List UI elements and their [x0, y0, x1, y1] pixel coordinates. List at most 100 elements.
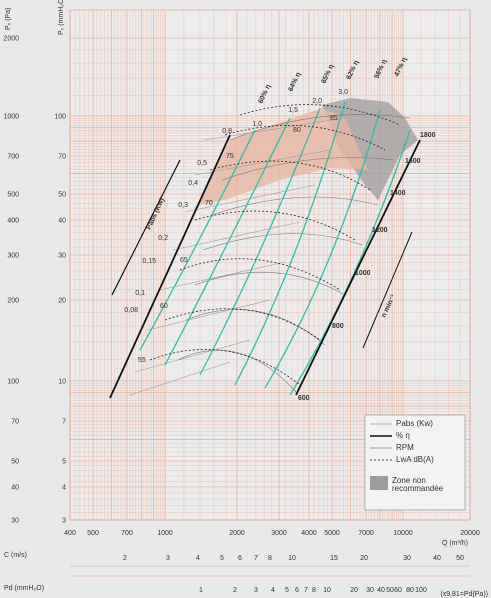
- y-tick-label-mm: 50: [58, 192, 66, 199]
- x-tick-label: 4000: [301, 530, 317, 537]
- pd-tick-label: 1: [199, 587, 203, 594]
- power-value-label: 0,1: [135, 290, 145, 297]
- legend-item-label: % η: [396, 431, 410, 440]
- rpm-curve-3: [202, 233, 363, 251]
- x-tick-label: 1000: [157, 530, 173, 537]
- sound-label: 60: [160, 303, 168, 310]
- y-tick-label-pa: 2000: [3, 36, 19, 43]
- y-tick-label-pa: 300: [7, 253, 19, 260]
- sound-curve-6: [239, 104, 401, 126]
- pd-tick-label: 7: [304, 587, 308, 594]
- rpm-curve-4: [211, 196, 379, 216]
- sound-label: 85: [330, 115, 338, 122]
- rpm-label: 1400: [390, 190, 406, 197]
- pd-tick-label: 30: [366, 587, 374, 594]
- y-tick-label-pa: 200: [7, 298, 19, 305]
- sound-curve-4: [209, 160, 371, 191]
- power-value-label: 1,5: [288, 107, 298, 114]
- power-value-label: 0,15: [142, 258, 156, 265]
- y-tick-label-pa: 100: [7, 379, 19, 386]
- y-tick-label-pa: 1000: [3, 114, 19, 121]
- y-tick-label-pa: 70: [11, 419, 19, 426]
- rpm-curve-0: [177, 349, 297, 393]
- c-tick-label: 3: [166, 555, 170, 562]
- x-tick-label: 7000: [358, 530, 374, 537]
- x-tick-label: 400: [64, 530, 76, 537]
- rpm-curve-1: [185, 309, 326, 346]
- c-axis-label: C (m/s): [4, 552, 27, 559]
- high-noise-area: [198, 108, 368, 205]
- pd-tick-label: 40: [377, 587, 385, 594]
- y-tick-label-pa: 40: [11, 485, 19, 492]
- pd-tick-label: 10: [323, 587, 331, 594]
- pd-tick-label: 60: [394, 587, 402, 594]
- pd-tick-label: 6: [295, 587, 299, 594]
- efficiency-curve-1: [164, 117, 291, 366]
- efficiency-curve-3: [234, 101, 346, 386]
- pd-tick-label: 50: [386, 587, 394, 594]
- pd-tick-label: 4: [271, 587, 275, 594]
- sound-curve-2: [179, 258, 341, 291]
- pd-tick-label: 5: [285, 587, 289, 594]
- sound-label: 65: [180, 257, 188, 264]
- c-tick-label: 30: [403, 555, 411, 562]
- c-tick-label: 20: [360, 555, 368, 562]
- power-line-3: [159, 261, 286, 291]
- y-axis-label-pa: Pₛ (Pa): [5, 8, 12, 30]
- power-arrow-line: [111, 159, 181, 296]
- power-line-1: [134, 339, 251, 373]
- y-tick-label-mm: 70: [58, 154, 66, 161]
- x-tick-label: 3000: [271, 530, 287, 537]
- legend-item-label: LwA dB(A): [396, 455, 434, 464]
- y-tick-label-mm: 100: [54, 114, 66, 121]
- legend-zone-swatch: [370, 476, 388, 490]
- y-tick-label-pa: 400: [7, 218, 19, 225]
- power-line-2: [147, 299, 271, 331]
- rpm-curve-2: [194, 271, 346, 296]
- pd-tick-label: 3: [254, 587, 258, 594]
- rpm-curve-5: [221, 157, 394, 181]
- x-tick-label: 5000: [324, 530, 340, 537]
- legend-box: [364, 414, 466, 511]
- pd-tick-label: 8: [312, 587, 316, 594]
- efficiency-curve-5: [289, 129, 411, 396]
- x-tick-label: 700: [121, 530, 133, 537]
- y-tick-label-mm: 30: [58, 253, 66, 260]
- power-line-4: [172, 221, 301, 251]
- y-tick-label-pa: 700: [7, 154, 19, 161]
- y-tick-label-mm: 4: [62, 485, 66, 492]
- sound-label: 75: [226, 153, 234, 160]
- c-tick-label: 50: [456, 555, 464, 562]
- legend-zone-label: Zone non recommandée: [392, 476, 444, 493]
- sound-label: 55: [138, 357, 146, 364]
- c-tick-label: 10: [288, 555, 296, 562]
- x-tick-label: 2000: [229, 530, 245, 537]
- y-tick-label-mm: 10: [58, 379, 66, 386]
- sound-curve-1: [164, 308, 321, 341]
- y-axis-label-mm: Pₛ (mmH₂O): [58, 0, 65, 35]
- pd-axis-label: Pd (mmH₂O): [4, 585, 44, 592]
- rpm-label: 800: [332, 323, 344, 330]
- pd-tick-label: 80: [406, 587, 414, 594]
- x-tick-label: 500: [87, 530, 99, 537]
- power-value-label: 0,4: [188, 180, 198, 187]
- power-value-label: 0,2: [158, 235, 168, 242]
- efficiency-curve-2: [199, 107, 321, 376]
- pd-tick-label: 20: [350, 587, 358, 594]
- y-tick-label-mm: 20: [58, 298, 66, 305]
- x-tick-label: 20000: [460, 530, 480, 537]
- legend-item-label: Pabs (Kw): [396, 419, 433, 428]
- c-tick-label: 15: [330, 555, 338, 562]
- y-tick-label-mm: 3: [62, 518, 66, 525]
- sound-label: 80: [293, 127, 301, 134]
- c-tick-label: 40: [433, 555, 441, 562]
- pd-note: (x9,81=Pd(Pa)): [440, 591, 488, 598]
- sound-curve-3: [194, 210, 356, 241]
- power-value-label: 2,0: [312, 98, 322, 105]
- pd-tick-label: 100: [415, 587, 427, 594]
- power-axis-line: [109, 134, 231, 399]
- y-tick-label-pa: 500: [7, 192, 19, 199]
- sound-label: 70: [205, 200, 213, 207]
